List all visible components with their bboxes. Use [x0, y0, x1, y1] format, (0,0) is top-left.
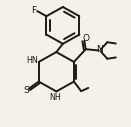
Text: O: O: [83, 34, 90, 43]
Text: S: S: [23, 86, 29, 95]
Text: F: F: [31, 6, 37, 15]
Text: HN: HN: [26, 56, 38, 65]
Text: N: N: [96, 45, 103, 54]
Text: NH: NH: [49, 93, 61, 102]
